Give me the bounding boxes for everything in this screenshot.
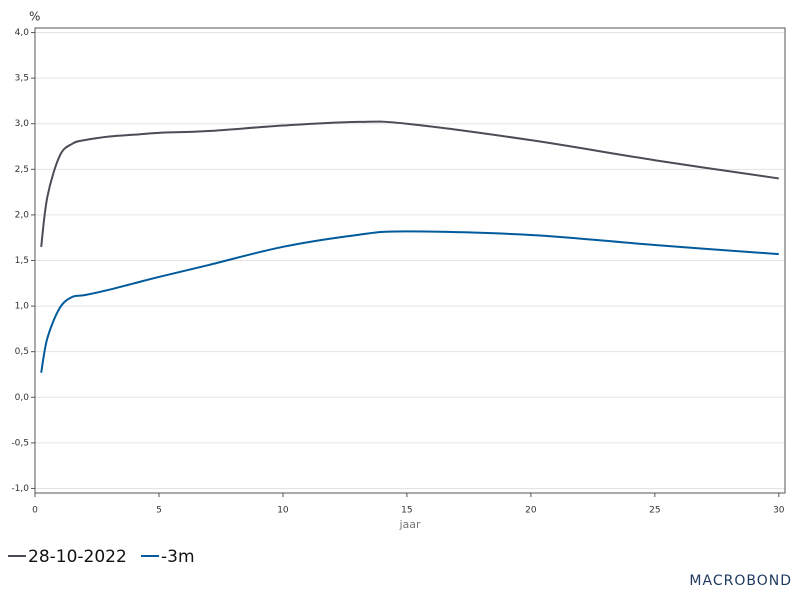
y-tick-label: 3,0 [15,119,30,129]
x-tick-label: 30 [773,506,785,516]
x-tick-label: 10 [277,506,289,516]
x-tick-label: 0 [32,506,38,516]
x-axis-label: jaar [398,518,421,531]
y-tick-label: 3,5 [15,74,29,84]
x-tick-label: 5 [156,506,162,516]
x-tick-label: 15 [401,506,412,516]
y-tick-label: 0,0 [15,393,30,403]
plot-frame [34,27,786,494]
y-tick-label: 0,5 [15,347,29,357]
y-tick-label: -1,0 [11,484,29,494]
x-tick-label: 25 [649,506,660,516]
y-tick-label: -0,5 [11,438,29,448]
y-tick-label: 1,5 [15,256,29,266]
legend-label: -3m [161,547,195,567]
series-line [40,230,779,373]
y-tick-label: 2,5 [15,165,29,175]
y-tick-label: 2,0 [15,210,30,220]
series-line [40,120,779,247]
y-tick-label: 1,0 [15,302,30,312]
legend-label: 28-10-2022 [28,547,127,567]
y-unit: % [29,10,40,24]
logo: MACROBOND [689,573,792,589]
x-tick-label: 20 [525,506,537,516]
y-tick-label: 4,0 [15,28,30,38]
